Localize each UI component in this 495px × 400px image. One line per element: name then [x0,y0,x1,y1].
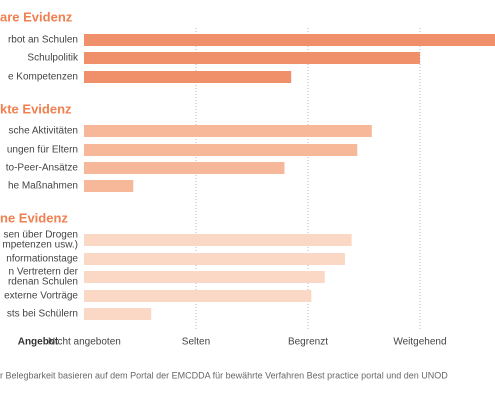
bar [84,290,312,302]
bar [84,144,358,156]
bar [84,253,345,265]
bar [84,271,325,283]
bar [84,71,292,83]
category-label: sche Aktivitäten [9,126,78,137]
category-label: Schulpolitik [27,53,79,64]
bar [84,234,352,246]
bar [84,180,134,192]
bar [84,162,285,174]
category-label: sts bei Schülern [7,309,78,320]
group-heading: kte Evidenz [0,101,72,116]
category-label: sen über Drogen [4,230,79,241]
bar [84,308,152,320]
category-label: rdenan Schulen [8,277,78,288]
category-label: n Vertretern der [9,267,79,278]
category-label: to-Peer-Ansätze [6,163,79,174]
category-label: ungen für Eltern [7,145,78,156]
group-heading: ne Evidenz [0,210,68,225]
category-label: externe Vorträge [4,291,78,302]
x-tick-label: Selten [182,337,210,348]
group-heading: are Evidenz [0,9,73,24]
bar [84,125,372,137]
x-tick-label: Weitgehend [393,337,446,348]
category-label: mpetenzen usw.) [2,240,78,251]
x-tick-label: Nicht angeboten [48,337,121,348]
x-tick-label: Begrenzt [288,337,328,348]
bar [84,52,420,64]
x-axis-label: Angebot [18,337,59,348]
category-label: e Kompetenzen [8,72,78,83]
bar [84,34,495,46]
category-label: rbot an Schulen [8,35,78,46]
category-label: he Maßnahmen [8,181,78,192]
category-label: nformationstage [6,254,78,265]
footnote: r Belegbarkeit basieren auf dem Portal d… [0,370,448,380]
